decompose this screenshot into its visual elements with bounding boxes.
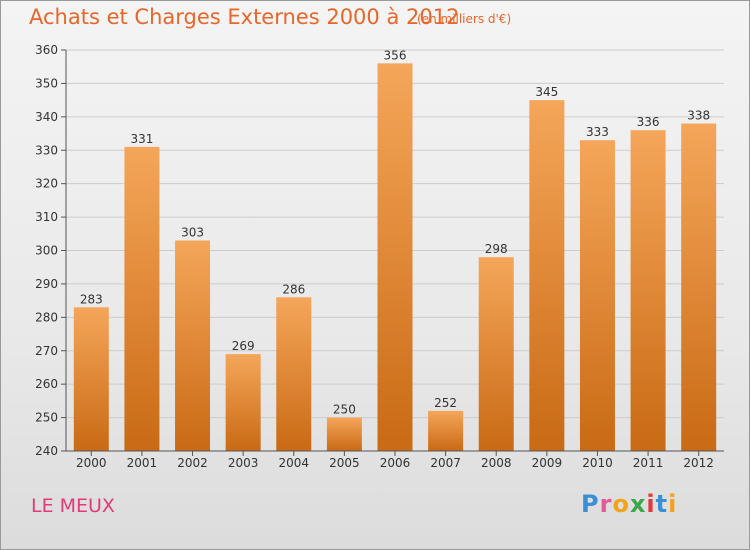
data-label: 333	[586, 125, 609, 139]
data-label: 298	[485, 242, 508, 256]
y-tick-label: 320	[35, 177, 58, 191]
bar	[630, 130, 666, 451]
bar	[428, 410, 464, 451]
commune-name: LE MEUX	[31, 495, 115, 517]
x-tick-label: 2003	[228, 456, 259, 470]
x-tick-label: 2007	[430, 456, 461, 470]
x-tick-label: 2009	[532, 456, 563, 470]
x-tick-label: 2001	[127, 456, 158, 470]
logo-letter: r	[599, 490, 613, 518]
data-label: 356	[384, 48, 407, 62]
y-tick-label: 330	[35, 143, 58, 157]
data-label: 252	[434, 396, 457, 410]
logo-letter: P	[581, 490, 600, 518]
bar	[681, 123, 717, 452]
data-label: 286	[282, 282, 305, 296]
bar	[579, 140, 615, 451]
logo-letter: x	[629, 490, 647, 518]
bar	[326, 417, 362, 451]
bar	[73, 307, 109, 451]
data-label: 303	[181, 225, 204, 239]
x-tick-label: 2004	[278, 456, 309, 470]
x-tick-label: 2002	[177, 456, 208, 470]
logo-letter: i	[668, 490, 678, 518]
data-label: 345	[535, 85, 558, 99]
bar	[175, 240, 211, 451]
logo-letter: i	[646, 490, 656, 518]
chart-title: Achats et Charges Externes 2000 à 2012	[29, 5, 460, 29]
x-tick-label: 2012	[683, 456, 714, 470]
y-tick-label: 290	[35, 277, 58, 291]
x-tick-label: 2011	[633, 456, 664, 470]
x-tick-label: 2010	[582, 456, 613, 470]
y-tick-label: 310	[35, 210, 58, 224]
logo-letter: t	[655, 490, 669, 518]
y-tick-label: 270	[35, 344, 58, 358]
x-tick-label: 2008	[481, 456, 512, 470]
bars: 283 331 303 269 286 250 356 252 298 345 333 336 338	[73, 48, 717, 452]
bar	[124, 146, 160, 452]
bar	[276, 297, 312, 451]
bar	[225, 354, 261, 451]
chart-subtitle: (en milliers d'€)	[417, 12, 512, 26]
data-label: 336	[637, 115, 660, 129]
x-tick-label: 2006	[380, 456, 411, 470]
y-tick-label: 340	[35, 110, 58, 124]
y-tick-label: 260	[35, 377, 58, 391]
y-tick-label: 240	[35, 444, 58, 458]
y-tick-label: 350	[35, 76, 58, 90]
bar	[377, 63, 413, 451]
y-tick-label: 250	[35, 411, 58, 425]
y-tick-label: 280	[35, 310, 58, 324]
data-label: 283	[80, 292, 103, 306]
axes: 240 250 260 270 280 290 300 310 320 330 340 350 360 2…	[35, 43, 724, 470]
y-tick-label: 360	[35, 43, 58, 57]
logo-letter: o	[612, 490, 630, 518]
x-tick-label: 2000	[76, 456, 107, 470]
x-tick-label: 2005	[329, 456, 360, 470]
bar	[478, 257, 514, 451]
data-label: 338	[687, 109, 710, 123]
proxiti-logo[interactable]: Proxiti	[581, 490, 677, 518]
y-tick-label: 300	[35, 244, 58, 258]
data-label: 331	[130, 132, 153, 146]
data-label: 250	[333, 403, 356, 417]
bar	[529, 100, 565, 451]
data-label: 269	[232, 339, 255, 353]
